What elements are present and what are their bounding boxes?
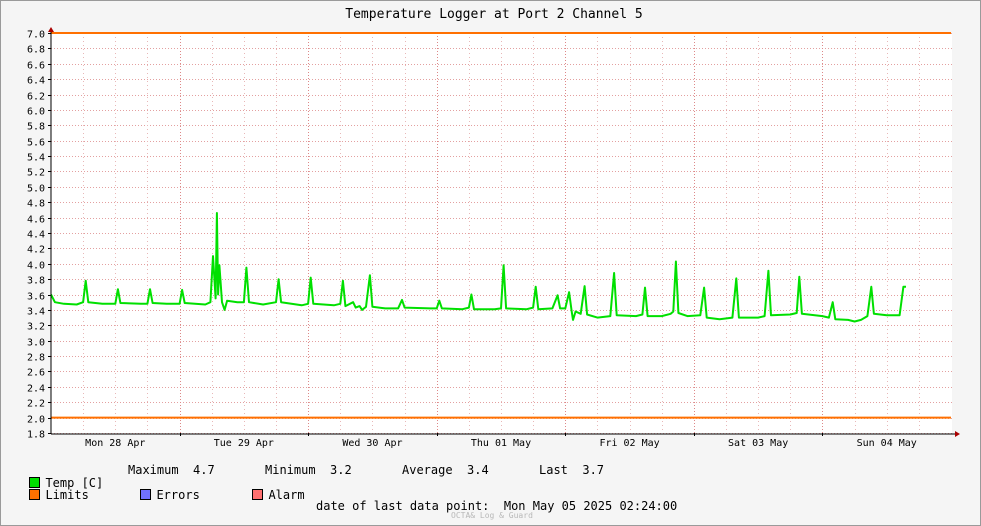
y-tick-label: 6.0	[27, 107, 45, 118]
stat-maximum-label: Maximum	[128, 463, 179, 477]
alarm-swatch	[252, 489, 264, 500]
stat-last: Last 3.7	[539, 463, 604, 477]
y-tick-label: 7.0	[27, 30, 45, 41]
y-tick-label: 3.0	[27, 338, 45, 349]
stat-average-value: 3.4	[467, 463, 489, 477]
x-tick-label: Tue 29 Apr	[214, 438, 274, 449]
y-tick-label: 5.4	[27, 153, 45, 164]
legend-limits: Limits	[15, 476, 89, 502]
y-axis-ticks: 7.0 6.8 6.6 6.4 6.2 6.0 5.8 5.6 5.4 5.2 5.0 4.8 4.6 4…	[27, 30, 51, 441]
y-tick-label: 2.8	[27, 353, 45, 364]
legend-errors: Errors	[126, 476, 200, 502]
y-tick-label: 3.8	[27, 276, 45, 287]
series-layer	[50, 212, 906, 323]
stat-maximum-value: 4.7	[193, 463, 215, 477]
y-tick-label: 4.6	[27, 215, 45, 226]
watermark-text: OCTA& Log & Guard	[451, 511, 533, 520]
y-tick-label: 4.4	[27, 230, 45, 241]
series-line-temp	[50, 212, 906, 323]
stat-average: Average 3.4	[402, 463, 489, 477]
x-tick-label: Sat 03 May	[728, 438, 788, 449]
last-data-point: date of last data point: Mon May 05 2025…	[316, 499, 677, 513]
y-tick-label: 3.4	[27, 307, 45, 318]
x-tick-label: Sun 04 May	[857, 438, 917, 449]
x-axis-arrow	[955, 431, 960, 437]
y-tick-label: 5.0	[27, 184, 45, 195]
x-axis-ticks: Mon 28 Apr Tue 29 Apr Wed 30 Apr Thu 01 May…	[85, 433, 917, 449]
legend-temp: Temp [C]	[15, 464, 103, 490]
y-tick-label: 5.6	[27, 138, 45, 149]
x-tick-label: Wed 30 Apr	[342, 438, 402, 449]
y-tick-label: 2.2	[27, 399, 45, 410]
y-tick-label: 2.0	[27, 415, 45, 426]
legend-alarm-label: Alarm	[268, 488, 305, 502]
y-axis-arrow	[48, 27, 54, 32]
limit-lines	[51, 32, 951, 419]
x-tick-label: Mon 28 Apr	[85, 438, 145, 449]
errors-swatch	[140, 489, 152, 500]
x-tick-label: Thu 01 May	[471, 438, 531, 449]
stat-maximum: Maximum 4.7	[128, 463, 215, 477]
y-tick-label: 3.6	[27, 292, 45, 303]
legend-temp-label: Temp [C]	[45, 476, 104, 490]
y-tick-label: 5.2	[27, 168, 45, 179]
y-tick-label: 6.4	[27, 76, 45, 87]
y-tick-label: 6.2	[27, 92, 45, 103]
x-tick-label: Fri 02 May	[599, 438, 659, 449]
legend-errors-label: Errors	[156, 488, 200, 502]
stat-last-label: Last	[539, 463, 568, 477]
y-tick-label: 2.4	[27, 384, 45, 395]
last-data-value: Mon May 05 2025 02:24:00	[503, 499, 678, 513]
axes	[48, 27, 960, 437]
watermark: OCTA& Log & Guard	[451, 511, 533, 520]
y-tick-label: 6.8	[27, 45, 45, 56]
stat-minimum: Minimum 3.2	[265, 463, 352, 477]
chart-title: Temperature Logger at Port 2 Channel 5	[345, 7, 642, 22]
legend-alarm: Alarm	[238, 476, 305, 502]
grid-lines	[51, 33, 952, 434]
y-tick-label: 4.8	[27, 199, 45, 210]
y-tick-label: 6.6	[27, 61, 45, 72]
y-tick-label: 5.8	[27, 122, 45, 133]
y-tick-label: 4.2	[27, 245, 45, 256]
y-tick-label: 4.0	[27, 261, 45, 272]
legend-limits-label: Limits	[45, 488, 89, 502]
stat-minimum-label: Minimum	[265, 463, 316, 477]
y-tick-label: 3.2	[27, 322, 45, 333]
limits-swatch	[29, 489, 41, 500]
y-tick-label: 2.6	[27, 368, 45, 379]
stat-last-value: 3.7	[582, 463, 605, 477]
y-tick-label: 1.8	[27, 430, 45, 441]
temp-swatch	[29, 477, 41, 488]
stat-minimum-value: 3.2	[330, 463, 352, 477]
stat-average-label: Average	[402, 463, 453, 477]
last-data-label: date of last data point:	[316, 499, 490, 513]
